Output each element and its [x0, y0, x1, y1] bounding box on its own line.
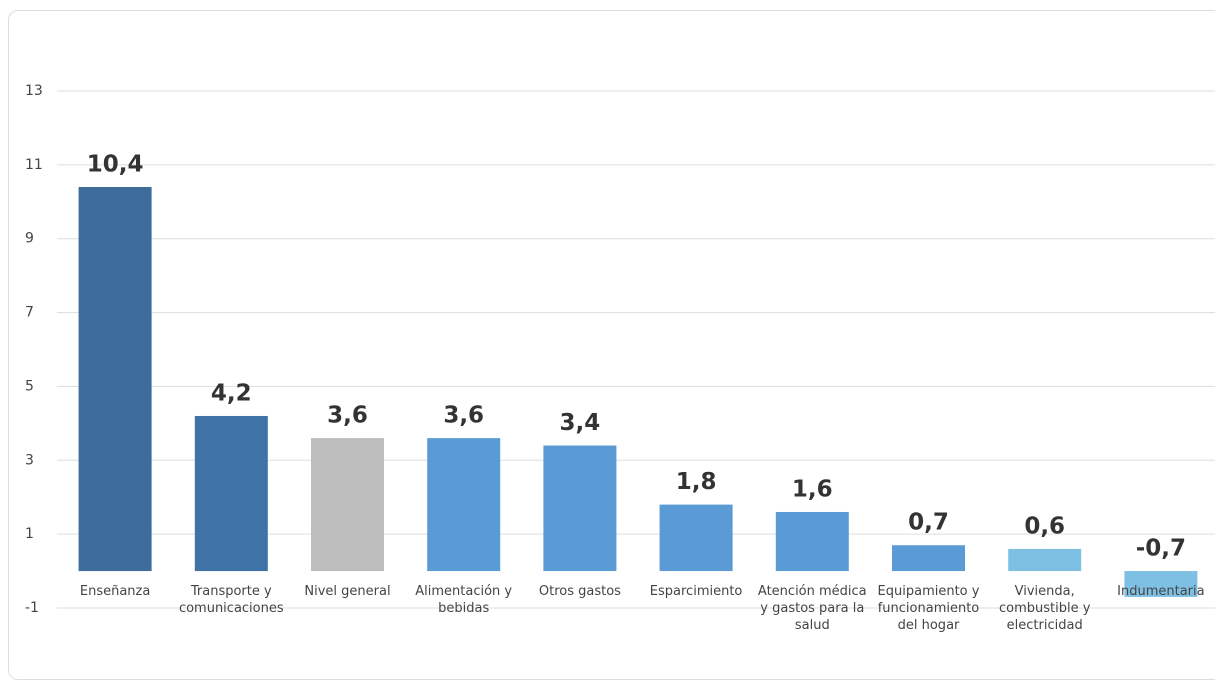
x-tick-label: Equipamiento y funcionamiento del hogar [877, 584, 980, 633]
bar [78, 187, 152, 572]
x-tick-label: Indumentaria [1117, 584, 1205, 599]
bar [1124, 571, 1198, 597]
value-label: 3,6 [327, 403, 368, 429]
value-label: -0,7 [1136, 536, 1186, 562]
bar [659, 504, 733, 572]
value-label: 3,6 [443, 403, 484, 429]
bar [775, 511, 849, 572]
y-tick-label: -1 [25, 600, 39, 616]
value-label: 3,4 [560, 410, 601, 436]
bar [311, 438, 384, 572]
value-label: 0,7 [908, 510, 949, 536]
x-tick-label: Alimentación y bebidas [415, 584, 513, 616]
x-tick-label: Nivel general [304, 584, 391, 599]
bar [1008, 548, 1082, 572]
value-label: 10,4 [87, 152, 144, 178]
y-tick-label: 9 [25, 231, 34, 247]
y-tick-label: 3 [25, 452, 34, 468]
y-tick-label: 11 [25, 157, 43, 173]
x-tick-label: Atención médica y gastos para la salud [757, 584, 867, 633]
value-label: 0,6 [1024, 513, 1065, 539]
x-tick-label: Transporte y comunicaciones [178, 584, 284, 616]
x-tick-label: Vivienda, combustible y electricidad [998, 584, 1091, 633]
y-tick-label: 7 [25, 305, 34, 321]
value-label: 1,8 [676, 469, 717, 495]
y-tick-label: 13 [25, 83, 43, 99]
bar [194, 415, 268, 572]
x-tick-label: Enseñanza [79, 584, 151, 599]
x-tick-label: Otros gastos [538, 584, 621, 599]
bar [427, 438, 501, 572]
value-label: 1,6 [792, 476, 833, 502]
bar [543, 445, 617, 572]
x-tick-label: Esparcimiento [649, 584, 743, 599]
value-label: 4,2 [211, 380, 252, 406]
bar [892, 545, 965, 572]
y-tick-label: 1 [25, 526, 34, 542]
y-tick-label: 5 [25, 378, 34, 394]
